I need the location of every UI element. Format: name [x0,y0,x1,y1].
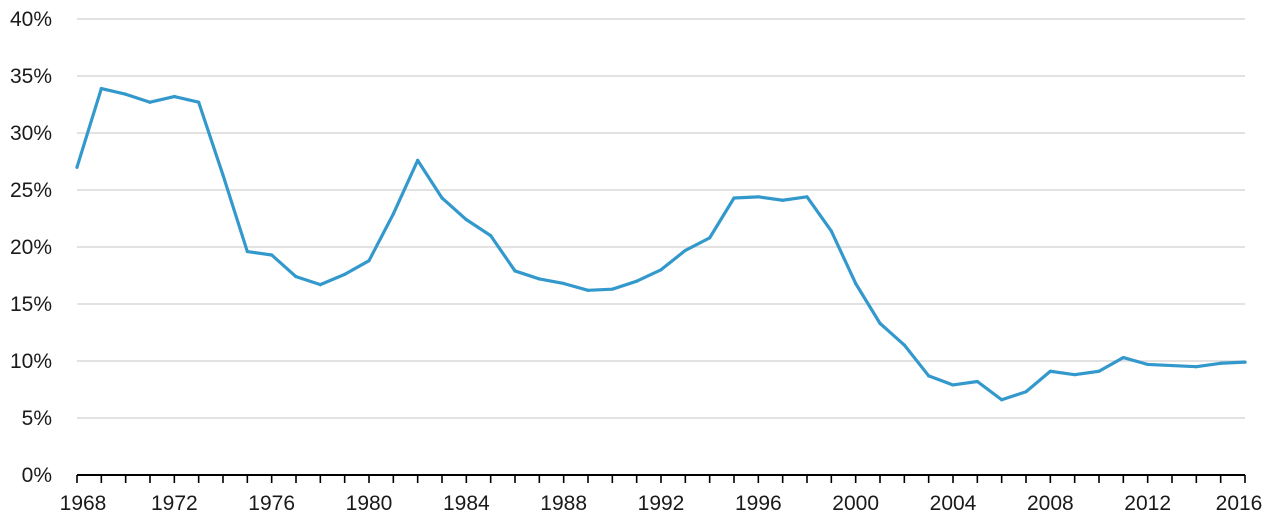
data-point [1048,369,1052,373]
data-point [172,94,176,99]
data-point [829,229,833,233]
data-point [440,196,444,200]
data-point [708,236,712,240]
data-point [416,158,420,162]
x-tick-label: 2008 [1027,492,1074,515]
data-point [732,196,736,200]
data-point [1121,355,1125,360]
data-point [805,195,809,199]
y-axis-tick-labels: 0% 5% 10% 15% 20% 25% 30% 35% 40% [10,8,52,487]
x-tick-label: 1992 [638,492,685,515]
y-tick-label: 15% [10,293,52,316]
data-point [489,234,493,238]
data-point [294,275,298,279]
grid-lines [77,18,1245,419]
data-point [1194,365,1198,369]
data-point [245,249,249,254]
x-axis [76,474,1246,483]
data-point [99,86,103,91]
data-point [927,374,931,378]
data-point [270,253,274,257]
x-tick-label: 1980 [346,492,393,515]
data-point [1170,363,1174,368]
y-tick-label: 25% [10,179,52,202]
data-point [854,281,858,286]
data-point [1073,373,1077,377]
data-point [367,259,371,263]
data-point [148,100,152,104]
data-point [1000,398,1004,402]
y-tick-label: 40% [10,8,52,31]
x-tick-label: 1988 [540,492,587,515]
x-tick-label: 1984 [443,492,490,515]
data-point [781,198,785,202]
x-tick-label: 2004 [930,492,977,515]
y-tick-label: 5% [22,407,52,430]
data-point [1146,362,1150,367]
y-tick-label: 35% [10,65,52,88]
data-point [75,165,79,169]
data-point [586,288,590,292]
data-point [756,195,760,199]
x-tick-label: 2000 [832,492,879,515]
x-tick-label: 1972 [151,492,198,515]
data-point [878,321,882,325]
data-point [221,173,225,177]
x-tick-label: 1976 [248,492,295,515]
data-point [562,281,566,286]
y-tick-label: 0% [22,464,52,487]
x-tick-label: 1968 [60,492,107,515]
data-point [1243,360,1247,364]
data-point [318,283,322,287]
data-point [124,92,128,96]
y-tick-label: 20% [10,236,52,259]
data-point [464,218,468,222]
data-point [975,379,979,384]
data-point [343,272,347,276]
data-point [1219,361,1223,365]
data-point [391,212,395,216]
data-point [951,383,955,387]
data-point [197,100,201,104]
x-axis-tick-labels: 1968 1972 1976 1980 1984 1988 1992 1996 2000 2004… [60,492,1263,515]
data-point [635,279,639,283]
y-tick-label: 30% [10,122,52,145]
x-tick-label: 2012 [1124,492,1171,515]
data-point [902,343,906,347]
x-tick-label: 2016 [1216,492,1263,515]
data-point [537,277,541,281]
data-point [610,287,614,291]
y-tick-label: 10% [10,350,52,373]
data-point [513,269,517,273]
series-group [75,86,1247,402]
data-point [683,248,687,253]
x-tick-label: 1996 [735,492,782,515]
data-point [1097,369,1101,373]
series-line [75,86,1247,402]
data-point [659,268,663,272]
data-point [1024,390,1028,394]
